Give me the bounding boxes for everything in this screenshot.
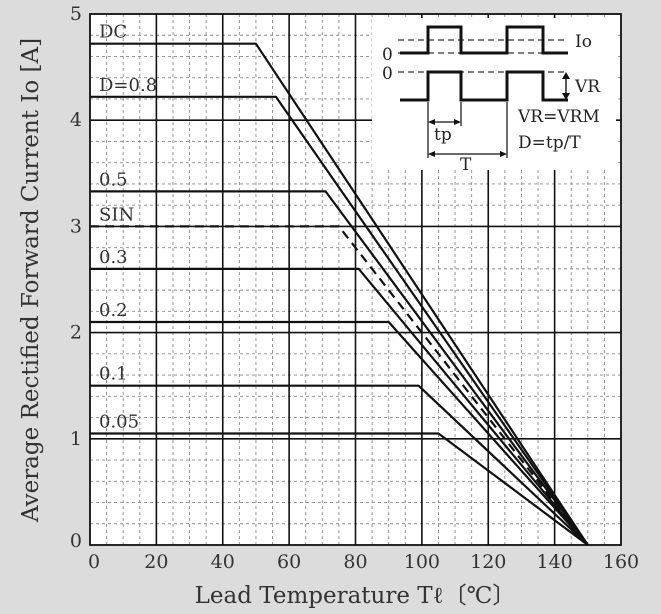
curve-line — [90, 95, 589, 546]
y-tick-label: 5 — [70, 3, 82, 25]
curve-label: SIN — [99, 204, 134, 225]
inset-tp-label: tp — [434, 125, 452, 145]
y-tick-label: 1 — [70, 428, 82, 450]
curve-label: 0.05 — [99, 411, 139, 432]
t-arrow-left — [428, 151, 435, 157]
inset-io-label: Io — [575, 32, 592, 52]
curves — [90, 42, 589, 546]
x-tick-label: 0 — [88, 551, 100, 573]
curve-line — [90, 267, 589, 546]
bottom-pulse-waveform — [400, 70, 568, 102]
plot-frame — [89, 13, 622, 546]
inset-eq-vr: VR=VRM — [517, 107, 600, 127]
inset-zero-top: 0 — [382, 45, 393, 65]
vr-arrow-down — [562, 93, 570, 100]
curve-line — [90, 384, 589, 546]
x-tick-label: 120 — [470, 551, 506, 573]
curve-line — [90, 432, 589, 546]
waveform-inset: 0 0 Io VR tp T VR=VRM D=tp/T — [372, 18, 616, 175]
curve-labels: DC D=0.8 0.5 SIN 0.3 0.2 0.1 0.05 — [99, 22, 157, 433]
curve-label: 0.2 — [99, 300, 128, 321]
y-axis-title: Average Rectified Forward Current Io [A] — [18, 38, 44, 523]
vr-arrow-up — [562, 72, 570, 79]
inset-zero-bottom: 0 — [382, 64, 393, 84]
inset-eq-d: D=tp/T — [518, 133, 581, 153]
curve-line — [90, 42, 589, 546]
y-tick-label: 0 — [70, 530, 82, 552]
curve-label: 0.5 — [99, 169, 128, 190]
x-tick-label: 80 — [343, 551, 367, 573]
curve-line — [90, 190, 589, 546]
curve-label: 0.1 — [99, 364, 128, 385]
x-tick-label: 60 — [277, 551, 301, 573]
curve-label: 0.3 — [99, 247, 128, 268]
t-arrow-right — [500, 151, 507, 157]
tp-arrow-right — [454, 119, 461, 125]
y-tick-label: 2 — [70, 322, 82, 344]
top-pulse-waveform — [400, 25, 568, 55]
inset-t-label: T — [460, 155, 472, 175]
curve-label: D=0.8 — [99, 75, 157, 96]
x-tick-labels: 0 20 40 60 80 100 120 140 160 — [88, 551, 639, 573]
curve-line — [90, 225, 589, 546]
tp-arrow-left — [428, 119, 435, 125]
x-axis-title: Lead Temperature Tℓ〔℃〕 — [195, 583, 516, 609]
x-tick-label: 20 — [144, 551, 168, 573]
curve-line — [90, 320, 589, 546]
inset-background — [372, 18, 616, 170]
curve-label: DC — [99, 22, 127, 43]
x-tick-label: 100 — [404, 551, 440, 573]
y-tick-label: 4 — [70, 109, 82, 131]
inset-vr-label: VR — [574, 77, 601, 97]
x-tick-label: 160 — [603, 551, 639, 573]
x-tick-label: 40 — [211, 551, 235, 573]
x-tick-label: 140 — [536, 551, 572, 573]
y-tick-labels: 0 1 2 3 4 5 — [70, 3, 82, 552]
y-tick-label: 3 — [70, 215, 82, 237]
